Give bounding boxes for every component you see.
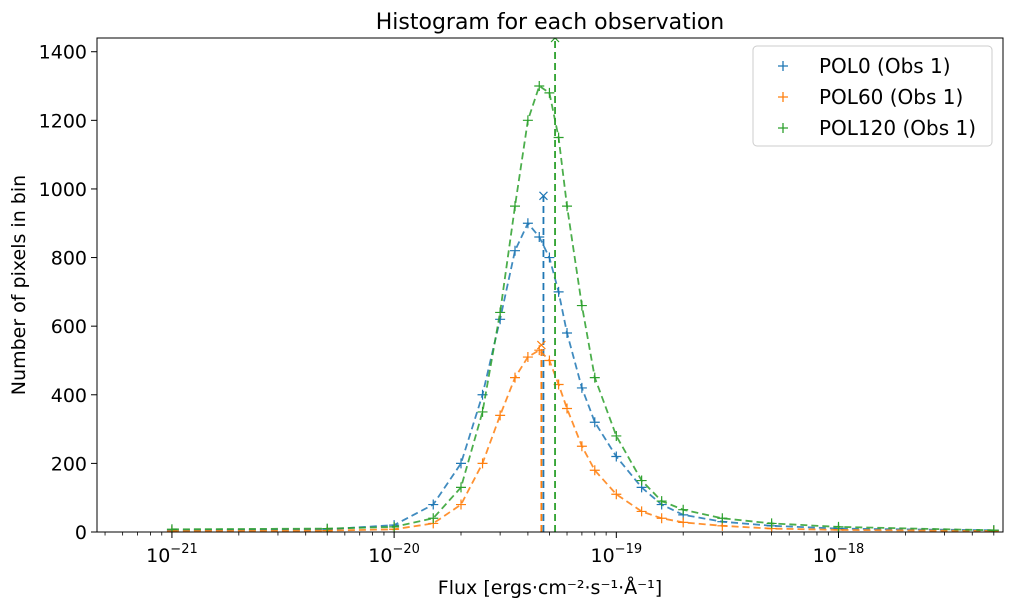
x-axis-label: Flux [ergs·cm⁻²·s⁻¹·Å⁻¹] xyxy=(438,576,662,599)
data-point xyxy=(717,513,728,524)
data-point xyxy=(656,513,667,524)
x-tick-label: 10−18 xyxy=(813,542,865,567)
y-axis: 0 200 400 600 800 1000 1200 1400 xyxy=(39,42,97,544)
data-point xyxy=(611,430,622,441)
data-point xyxy=(544,87,555,98)
data-point xyxy=(534,231,545,242)
data-point xyxy=(477,458,488,469)
fit-curve xyxy=(171,84,994,532)
fit-curve xyxy=(171,349,994,532)
fit-peak-marker xyxy=(536,340,546,350)
data-point xyxy=(428,499,439,510)
plot-area xyxy=(166,38,999,532)
legend-marker xyxy=(778,61,788,71)
x-tick-label: 10−19 xyxy=(590,542,642,567)
y-tick-label: 400 xyxy=(51,385,87,407)
legend-marker xyxy=(778,92,788,102)
y-tick-label: 1000 xyxy=(39,179,87,201)
chart-title: Histogram for each observation xyxy=(376,10,725,35)
data-point xyxy=(428,513,439,524)
data-point xyxy=(611,451,622,462)
legend-frame xyxy=(752,45,993,147)
data-point xyxy=(495,410,506,421)
data-point xyxy=(988,525,999,532)
fit-peak-marker xyxy=(539,191,548,201)
y-tick-label: 0 xyxy=(75,522,87,544)
data-point xyxy=(562,403,573,414)
series-0 xyxy=(166,191,999,532)
data-point xyxy=(534,345,545,356)
data-point xyxy=(766,518,777,529)
data-point xyxy=(678,517,689,528)
data-point xyxy=(656,496,667,507)
x-axis: 10−21 10−20 10−19 10−18 xyxy=(104,532,995,567)
data-point xyxy=(166,524,177,532)
y-tick-label: 1200 xyxy=(39,110,87,132)
data-point xyxy=(589,465,600,476)
data-point xyxy=(522,352,533,363)
data-point xyxy=(576,441,587,452)
data-point xyxy=(589,417,600,428)
y-axis-label: Number of pixels in bin xyxy=(8,175,30,395)
data-point xyxy=(522,218,533,229)
y-tick-label: 600 xyxy=(51,316,87,338)
data-point xyxy=(678,504,689,515)
data-point xyxy=(495,307,506,318)
data-point xyxy=(477,406,488,417)
legend-marker xyxy=(778,123,788,133)
x-tick-label: 10−21 xyxy=(146,542,198,567)
data-point xyxy=(553,286,564,297)
plot-frame xyxy=(96,37,1004,533)
y-tick-label: 800 xyxy=(51,248,87,270)
y-tick-label: 1400 xyxy=(39,42,87,64)
data-point xyxy=(636,475,647,486)
legend-label: POL60 (Obs 1) xyxy=(819,85,963,109)
data-point xyxy=(833,521,844,532)
fit-curve xyxy=(171,221,994,532)
data-point xyxy=(636,506,647,517)
data-point xyxy=(534,81,545,92)
data-point xyxy=(456,499,467,510)
series-2 xyxy=(166,38,999,532)
data-point xyxy=(562,201,573,212)
data-point xyxy=(510,245,521,256)
y-tick-label: 200 xyxy=(51,453,87,475)
data-point xyxy=(510,372,521,383)
data-point xyxy=(389,521,400,532)
data-point xyxy=(562,328,573,339)
data-point xyxy=(553,132,564,143)
legend-label: POL120 (Obs 1) xyxy=(819,116,976,140)
data-point xyxy=(611,489,622,500)
legend-label: POL0 (Obs 1) xyxy=(819,54,951,78)
data-point xyxy=(456,482,467,493)
fit-peak-marker xyxy=(550,38,560,43)
data-point xyxy=(576,382,587,393)
data-point xyxy=(456,458,467,469)
data-point xyxy=(544,355,555,366)
data-point xyxy=(589,372,600,383)
data-point xyxy=(576,300,587,311)
x-tick-label: 10−20 xyxy=(368,542,420,567)
legend: POL0 (Obs 1) POL60 (Obs 1) POL120 (Obs 1) xyxy=(752,45,993,147)
data-point xyxy=(510,201,521,212)
data-point xyxy=(522,115,533,126)
series-1 xyxy=(166,340,999,532)
data-point xyxy=(544,252,555,263)
